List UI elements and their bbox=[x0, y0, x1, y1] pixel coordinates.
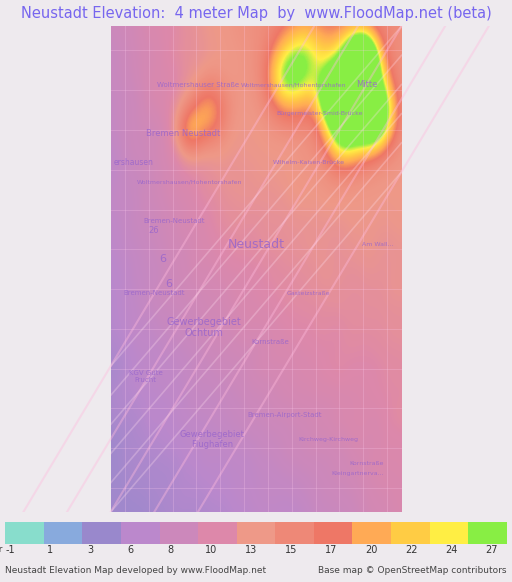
Bar bbox=[314, 522, 352, 544]
Bar bbox=[160, 522, 198, 544]
Text: 1: 1 bbox=[47, 545, 53, 555]
Text: Kleingartnerva...: Kleingartnerva... bbox=[331, 471, 384, 475]
Text: 10: 10 bbox=[205, 545, 217, 555]
Bar bbox=[468, 522, 507, 544]
Text: 6: 6 bbox=[127, 545, 134, 555]
Bar bbox=[121, 522, 160, 544]
Text: Mitte: Mitte bbox=[356, 80, 377, 89]
Text: -1: -1 bbox=[5, 545, 15, 555]
Text: Gewerbegebiet
Ochtum: Gewerbegebiet Ochtum bbox=[166, 317, 241, 338]
Text: ershausen: ershausen bbox=[114, 158, 154, 167]
Text: Woltmershausen/Hohentorshafen: Woltmershausen/Hohentorshafen bbox=[136, 179, 242, 184]
Text: 24: 24 bbox=[445, 545, 458, 555]
Text: Kornstraße: Kornstraße bbox=[349, 461, 383, 466]
Text: Neustadt Elevation Map developed by www.FloodMap.net: Neustadt Elevation Map developed by www.… bbox=[5, 566, 266, 575]
Text: Kornstraße: Kornstraße bbox=[252, 339, 289, 345]
Text: Gasteizstraße: Gasteizstraße bbox=[287, 291, 330, 296]
Text: meter: meter bbox=[0, 545, 3, 553]
Text: Wilhelm-Kaisen-Brücke: Wilhelm-Kaisen-Brücke bbox=[272, 160, 345, 165]
Bar bbox=[44, 522, 82, 544]
Text: 3: 3 bbox=[88, 545, 94, 555]
Text: 15: 15 bbox=[285, 545, 297, 555]
Text: Woltmershauser Straße: Woltmershauser Straße bbox=[157, 81, 239, 87]
Bar bbox=[352, 522, 391, 544]
Bar bbox=[82, 522, 121, 544]
Text: Bürgermeister-Smid-Brücke: Bürgermeister-Smid-Brücke bbox=[277, 111, 363, 116]
Text: Bremen-Neustadt: Bremen-Neustadt bbox=[123, 290, 185, 296]
Bar bbox=[5, 522, 44, 544]
Text: Kirchweg-Kirchweg: Kirchweg-Kirchweg bbox=[298, 436, 359, 442]
Bar bbox=[198, 522, 237, 544]
Bar bbox=[237, 522, 275, 544]
Text: Neustadt: Neustadt bbox=[227, 239, 285, 251]
Text: 6: 6 bbox=[159, 254, 166, 264]
Text: 17: 17 bbox=[325, 545, 337, 555]
Text: KGV Gute
Frucht: KGV Gute Frucht bbox=[129, 370, 162, 382]
Text: 20: 20 bbox=[365, 545, 377, 555]
Text: Woltmershausen/Hohentorshafen: Woltmershausen/Hohentorshafen bbox=[241, 82, 347, 87]
Bar bbox=[275, 522, 314, 544]
Text: Bremen-Airport-Stadt: Bremen-Airport-Stadt bbox=[248, 412, 323, 418]
Text: 6: 6 bbox=[165, 279, 172, 289]
Text: 8: 8 bbox=[167, 545, 174, 555]
Bar bbox=[430, 522, 468, 544]
Text: 13: 13 bbox=[245, 545, 257, 555]
Text: Base map © OpenStreetMap contributors: Base map © OpenStreetMap contributors bbox=[318, 566, 507, 575]
Bar bbox=[391, 522, 430, 544]
Text: Gewerbegebiet
Flughafen: Gewerbegebiet Flughafen bbox=[180, 430, 245, 449]
Text: Bremen-Neustadt: Bremen-Neustadt bbox=[144, 218, 205, 223]
Text: 22: 22 bbox=[406, 545, 418, 555]
Text: Neustadt Elevation:  4 meter Map  by  www.FloodMap.net (beta): Neustadt Elevation: 4 meter Map by www.F… bbox=[20, 6, 492, 20]
Text: Am Wall...: Am Wall... bbox=[362, 242, 394, 247]
Text: Bremen Neustadt: Bremen Neustadt bbox=[146, 129, 220, 137]
Text: 26: 26 bbox=[149, 226, 160, 235]
Text: 27: 27 bbox=[485, 545, 498, 555]
